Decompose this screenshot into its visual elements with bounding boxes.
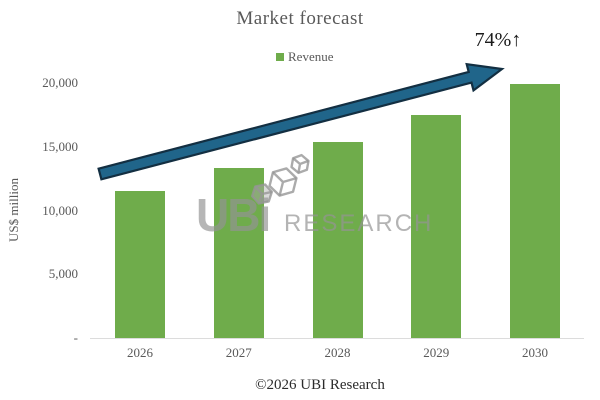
legend-label: Revenue	[288, 49, 334, 64]
bar-2030	[510, 84, 560, 338]
legend: Revenue	[276, 49, 333, 65]
bar-2029	[411, 114, 462, 338]
growth-percentage-annotation: 74%↑	[474, 29, 522, 51]
bar-2026	[115, 191, 165, 338]
bar-2027	[213, 168, 264, 338]
y-tick-label: -	[73, 330, 78, 345]
y-tick-label: 15,000	[42, 138, 78, 154]
bar-2028	[312, 141, 363, 338]
x-tick-label-2027: 2027	[225, 345, 252, 360]
x-tick-label-2029: 2029	[423, 345, 450, 360]
y-tick-label: 20,000	[42, 75, 78, 90]
x-tick-label-2026: 2026	[127, 345, 153, 360]
y-tick-label: 10,000	[42, 202, 78, 218]
copyright-footer: ©2026 UBI Research	[255, 377, 385, 393]
y-tick-label: 5,000	[48, 266, 78, 282]
x-tick-label-2028: 2028	[324, 345, 351, 360]
legend-swatch-revenue	[276, 53, 284, 61]
chart-title: Market forecast	[236, 8, 364, 29]
x-axis-line	[90, 338, 584, 339]
x-tick-label-2030: 2030	[522, 345, 548, 360]
